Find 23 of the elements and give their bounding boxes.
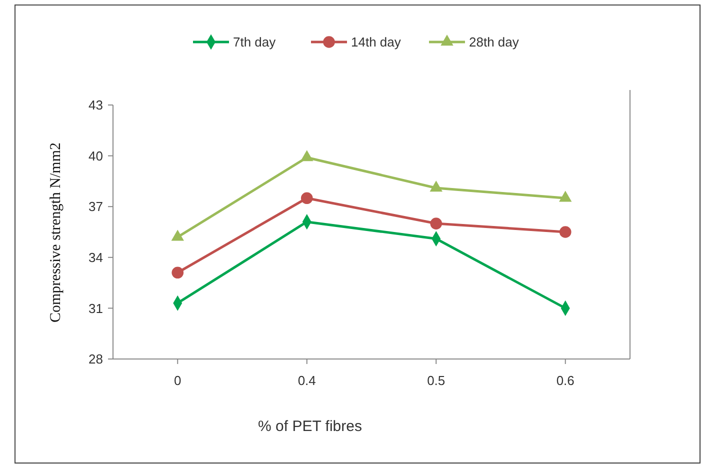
y-axis-title: Compressive strength N/mm2 [48, 142, 64, 322]
y-tick-label: 31 [88, 300, 103, 316]
y-tick-label: 28 [88, 352, 103, 367]
point [300, 150, 314, 162]
y-tick-label: 37 [88, 199, 103, 214]
point [300, 192, 313, 204]
point [171, 230, 184, 241]
point [430, 180, 442, 192]
point [559, 226, 572, 238]
y-tick-label: 40 [88, 148, 103, 164]
x-tick-label: 0.6 [556, 373, 574, 388]
x-tick-label: 0.5 [427, 373, 446, 388]
legend-label: 14th day [351, 34, 402, 50]
x-tick-label: 0.4 [298, 373, 316, 388]
point [430, 218, 442, 230]
legend-label: 7th day [233, 34, 276, 50]
point [559, 190, 572, 202]
y-tick-label: 43 [88, 98, 103, 113]
legend-label: 28th day [469, 34, 520, 50]
y-tick-label: 34 [88, 250, 103, 265]
x-axis-title: % of PET fibres [258, 418, 362, 435]
point [172, 266, 184, 279]
x-tick-label: 0 [174, 373, 182, 388]
